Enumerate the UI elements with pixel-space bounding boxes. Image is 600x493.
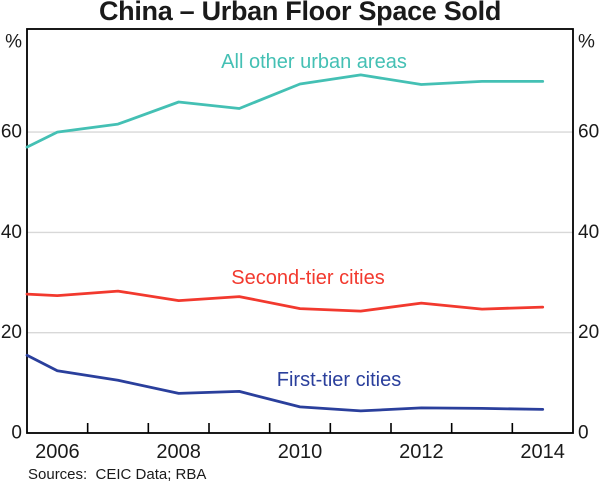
x-tick-label-2008: 2008 (156, 441, 201, 463)
chart-title: China – Urban Floor Space Sold (98, 0, 502, 26)
y-unit-right: % (578, 32, 595, 53)
x-tick-label-2006: 2006 (35, 441, 80, 463)
y-tick-label-left-40: 40 (1, 222, 22, 243)
x-tick-label-2012: 2012 (399, 441, 444, 463)
x-tick-label-2010: 2010 (278, 441, 323, 463)
y-tick-label-right-0: 0 (578, 423, 589, 444)
series-label-first-tier-cities: First-tier cities (277, 369, 401, 391)
y-tick-label-right-20: 20 (578, 322, 599, 343)
gridlines-layer (27, 131, 573, 334)
x-tick-label-2014: 2014 (520, 441, 565, 463)
series-label-second-tier-cities: Second-tier cities (231, 267, 384, 289)
series-label-all-other-urban-areas: All other urban areas (221, 51, 407, 73)
y-tick-label-right-40: 40 (578, 222, 599, 243)
source-note: Sources: CEIC Data; RBA (28, 466, 207, 483)
plot-border (26, 28, 574, 434)
y-tick-label-right-60: 60 (578, 122, 599, 143)
plot-frame-layer (26, 28, 574, 434)
series-line-2 (25, 353, 545, 413)
y-unit-left: % (5, 32, 22, 53)
series-lines-layer (25, 73, 545, 413)
series-line-0 (25, 73, 545, 149)
y-tick-label-left-0: 0 (11, 423, 22, 444)
series-line-1 (25, 289, 545, 313)
axis-labels-layer: 0 0 20 20 40 40 60 60% % 2006 2008 2010 2012 2014 (1, 32, 599, 464)
y-tick-label-left-20: 20 (1, 322, 22, 343)
y-tick-label-left-60: 60 (1, 122, 22, 143)
